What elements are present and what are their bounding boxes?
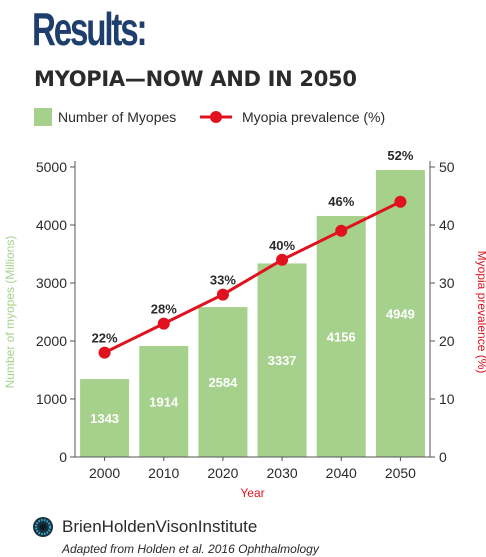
- chart-legend: Number of Myopes Myopia prevalence (%): [34, 108, 385, 126]
- left-tick-label: 3000: [36, 275, 67, 291]
- x-tick-label: 2010: [148, 465, 179, 481]
- x-tick-label: 2000: [89, 465, 120, 481]
- right-tick-label: 30: [439, 275, 455, 291]
- bar: [139, 345, 189, 457]
- page-heading: Results:: [32, 3, 148, 55]
- right-axis-title: Myopia prevalence (%): [475, 251, 486, 374]
- legend-marker: [210, 111, 222, 123]
- x-tick-label: 2020: [207, 465, 238, 481]
- bar-value-label: 1343: [90, 411, 119, 426]
- prevalence-marker: [157, 317, 170, 330]
- left-tick-label: 1000: [36, 391, 67, 407]
- bar-value-label: 4949: [386, 306, 415, 321]
- right-tick-label: 10: [439, 391, 455, 407]
- legend-swatch-bars: [34, 108, 52, 126]
- prevalence-line: [103, 200, 402, 354]
- chart-title: MYOPIA—NOW AND IN 2050: [34, 67, 357, 91]
- prevalence-label: 46%: [328, 194, 354, 209]
- combo-chart: Number of Myopes Myopia prevalence (%) 1…: [3, 108, 486, 500]
- brand-name: BrienHoldenVisonInstitute: [62, 517, 258, 536]
- prevalence-marker: [335, 224, 348, 237]
- left-axis-title: Number of myopes (Millions): [3, 236, 17, 389]
- prevalence-label: 52%: [387, 148, 413, 163]
- eye-icon: [33, 517, 53, 537]
- footer: BrienHoldenVisonInstitute Adapted from H…: [32, 513, 472, 557]
- plot-area: 1343191425843337415649490100020003000400…: [3, 148, 486, 500]
- legend-label-line: Myopia prevalence (%): [242, 109, 385, 125]
- prevalence-marker: [276, 253, 289, 266]
- bar: [316, 215, 366, 457]
- bar: [257, 263, 307, 457]
- source-credit: Adapted from Holden et al. 2016 Ophthalm…: [62, 542, 319, 556]
- prevalence-label: 40%: [269, 238, 295, 253]
- right-tick-label: 20: [439, 333, 455, 349]
- prevalence-label: 28%: [151, 302, 177, 317]
- bar: [375, 169, 425, 457]
- prevalence-marker: [394, 195, 407, 208]
- prevalence-marker: [216, 288, 229, 301]
- bar-value-label: 1914: [149, 394, 179, 409]
- bar-value-label: 2584: [208, 375, 238, 390]
- x-axis-title: Year: [240, 486, 264, 500]
- bar-value-label: 4156: [327, 329, 356, 344]
- prevalence-label: 33%: [210, 273, 236, 288]
- prevalence-label: 22%: [92, 331, 118, 346]
- right-tick-label: 50: [439, 159, 455, 175]
- x-tick-label: 2050: [385, 465, 416, 481]
- right-tick-label: 40: [439, 217, 455, 233]
- legend-label-bars: Number of Myopes: [58, 109, 176, 125]
- left-tick-label: 2000: [36, 333, 67, 349]
- bar-value-label: 3337: [268, 353, 297, 368]
- left-tick-label: 5000: [36, 159, 67, 175]
- right-tick-label: 0: [439, 449, 447, 465]
- bar: [198, 307, 248, 457]
- x-tick-label: 2040: [326, 465, 357, 481]
- left-tick-label: 4000: [36, 217, 67, 233]
- left-tick-label: 0: [59, 449, 67, 465]
- bar: [80, 379, 130, 457]
- x-tick-label: 2030: [267, 465, 298, 481]
- prevalence-marker: [98, 346, 111, 359]
